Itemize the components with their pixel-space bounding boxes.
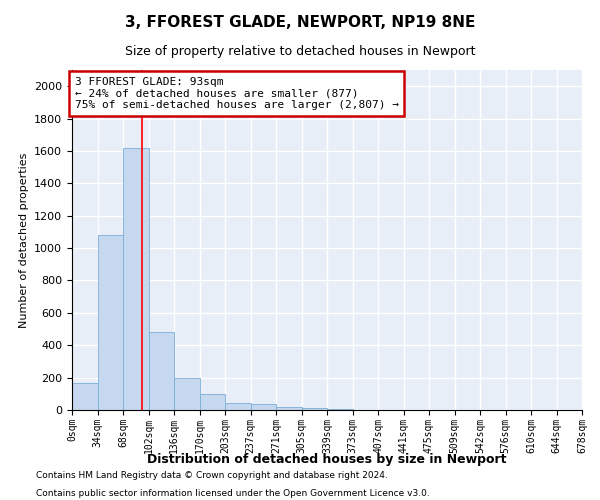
- Bar: [97, 235, 123, 410]
- Bar: [225, 402, 251, 410]
- Bar: [276, 407, 302, 410]
- Text: Contains public sector information licensed under the Open Government Licence v3: Contains public sector information licen…: [36, 488, 430, 498]
- Bar: [302, 408, 327, 410]
- Bar: [149, 332, 174, 410]
- Bar: [251, 404, 276, 410]
- Text: Contains HM Land Registry data © Crown copyright and database right 2024.: Contains HM Land Registry data © Crown c…: [36, 471, 388, 480]
- Bar: [123, 148, 149, 410]
- Text: Distribution of detached houses by size in Newport: Distribution of detached houses by size …: [147, 452, 507, 466]
- Text: 3, FFOREST GLADE, NEWPORT, NP19 8NE: 3, FFOREST GLADE, NEWPORT, NP19 8NE: [125, 15, 475, 30]
- Text: 3 FFOREST GLADE: 93sqm
← 24% of detached houses are smaller (877)
75% of semi-de: 3 FFOREST GLADE: 93sqm ← 24% of detached…: [74, 77, 398, 110]
- Y-axis label: Number of detached properties: Number of detached properties: [19, 152, 29, 328]
- Text: Size of property relative to detached houses in Newport: Size of property relative to detached ho…: [125, 45, 475, 58]
- Bar: [174, 378, 199, 410]
- Bar: [72, 384, 97, 410]
- Bar: [199, 394, 225, 410]
- Bar: [327, 409, 353, 410]
